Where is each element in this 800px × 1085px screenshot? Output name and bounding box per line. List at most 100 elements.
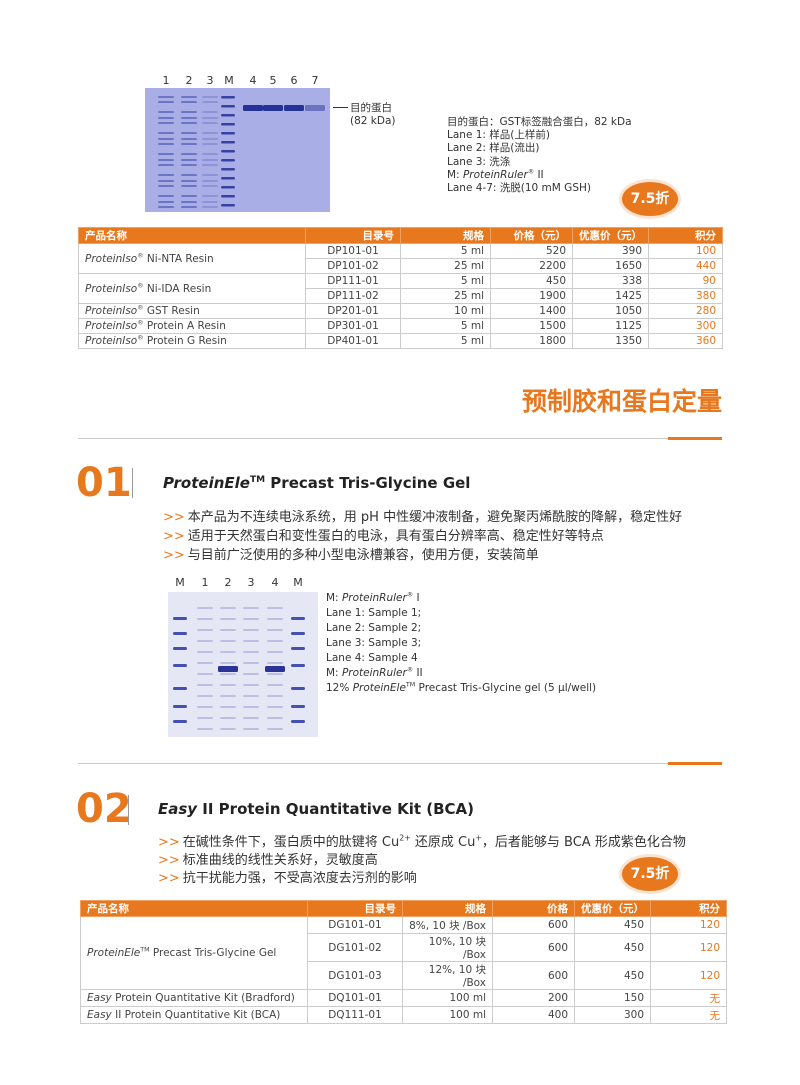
table-cell: 360 xyxy=(648,333,723,349)
gel-band xyxy=(181,122,197,124)
text-segment: Ni-IDA Resin xyxy=(143,282,212,295)
product-number: 01 xyxy=(76,460,132,506)
gel-band xyxy=(181,159,197,161)
gel-band xyxy=(158,174,174,176)
text-segment: Protein A Resin xyxy=(143,320,226,332)
gel-band xyxy=(158,132,174,134)
table-cell: DP101-02 xyxy=(305,258,401,274)
table-cell: DG101-02 xyxy=(307,933,403,962)
text-segment: Easy xyxy=(87,1009,112,1021)
gel-band xyxy=(202,180,218,182)
discount-badge: 7.5折 xyxy=(622,182,678,216)
text-segment: Protein Quantitative Kit (Bradford) xyxy=(111,992,295,1004)
gel-band xyxy=(267,629,283,631)
table-row: ProteinIso® Ni-IDA Resin DP111-01 5 ml 450 3… xyxy=(78,273,723,304)
text-segment: 还原成 Cu xyxy=(410,835,476,850)
table-cell: 100 xyxy=(648,243,723,259)
lane-label: 3 xyxy=(206,74,214,87)
gel-band xyxy=(291,647,305,650)
gel-band xyxy=(181,174,197,176)
header-cell: 产品名称 xyxy=(80,900,308,917)
table-cell: 1650 xyxy=(572,258,649,274)
table-cell: DP111-01 xyxy=(305,273,401,289)
text-segment: Lane 2: 样品(流出) xyxy=(447,142,540,155)
text-segment: Lane 3: 洗涤 xyxy=(447,155,511,168)
table-row: DG101-02 10%, 10 块 /Box 600 450 120 xyxy=(81,933,727,962)
gel-band xyxy=(181,96,197,98)
product-name: ProteinIso® Ni-NTA Resin xyxy=(78,243,306,274)
table-cell: 25 ml xyxy=(400,258,491,274)
gel-band xyxy=(202,164,218,166)
gel-band xyxy=(221,159,235,162)
gel-band xyxy=(221,195,235,198)
gel-notes: M: ProteinRuler® I Lane 1: Sample 1; Lane … xyxy=(326,591,596,696)
note-line: 12% ProteinEleTM Precast Tris-Glycine ge… xyxy=(326,681,596,696)
table-cell: 120 xyxy=(650,961,727,990)
feature: >> 与目前广泛使用的多种小型电泳槽兼容，使用方便，安装简单 xyxy=(163,544,539,563)
table-cell: 520 xyxy=(490,243,573,259)
lane-label: M xyxy=(224,74,234,87)
gel-band xyxy=(158,153,174,155)
text-segment: TM xyxy=(140,946,150,954)
gel-band xyxy=(158,138,174,140)
text-segment: ProteinIso xyxy=(85,305,138,317)
table-row: DP101-02 25 ml 2200 1650 440 xyxy=(79,258,723,274)
table-cell: 10%, 10 块 /Box xyxy=(402,933,493,962)
gel-band xyxy=(197,706,213,708)
gel-band xyxy=(181,111,197,113)
header-row: 产品名称 目录号 规格 价格（元） 优惠价（元） 积分 xyxy=(78,227,723,244)
gel-band xyxy=(218,666,238,672)
text-segment: Precast Tris-Glycine Gel xyxy=(265,474,471,492)
table-cell: 450 xyxy=(574,961,651,990)
gel-band xyxy=(202,138,218,140)
table-row: ProteinIso® Protein G Resin DP401-01 5 ml 1… xyxy=(78,333,723,349)
text-segment: GST Resin xyxy=(143,305,200,317)
table-cell: 1050 xyxy=(572,303,649,319)
bullet: >> xyxy=(158,835,180,850)
lane-label: 2 xyxy=(185,74,193,87)
band-size: (82 kDa) xyxy=(350,115,396,127)
table-cell: 600 xyxy=(492,933,575,962)
section-title: 预制胶和蛋白定量 xyxy=(521,387,722,416)
gel-band xyxy=(267,607,283,609)
text-segment: ® xyxy=(137,252,144,259)
gel-image xyxy=(168,592,318,737)
product-name: Easy II Protein Quantitative Kit (BCA) xyxy=(80,1006,308,1024)
note-line: 目的蛋白：GST标签融合蛋白，82 kDa xyxy=(447,116,632,129)
gel-band xyxy=(181,101,197,103)
text-segment: 目的蛋白：GST标签融合蛋白，82 kDa xyxy=(447,116,632,128)
gel-band xyxy=(197,629,213,631)
gel-band xyxy=(181,206,197,208)
gel-band xyxy=(173,617,187,620)
lane-label: 3 xyxy=(247,576,255,589)
table-cell: 1900 xyxy=(490,288,573,304)
text-segment: 在碱性条件下，蛋白质中的肽键将 Cu xyxy=(182,835,400,850)
table-cell: 300 xyxy=(648,318,723,334)
gel-band xyxy=(202,122,218,124)
table-cell: 200 xyxy=(492,989,575,1007)
gel-band xyxy=(243,105,263,111)
gel-band xyxy=(267,695,283,697)
gel-band xyxy=(202,153,218,155)
gel-band xyxy=(158,201,174,203)
table-cell: 280 xyxy=(648,303,723,319)
gel-band xyxy=(181,164,197,166)
gel-band xyxy=(221,141,235,144)
gel-band xyxy=(202,174,218,176)
gel-band xyxy=(197,640,213,642)
gel-band xyxy=(202,159,218,161)
note-line: Lane 1: 样品(上样前) xyxy=(447,129,632,142)
text-segment: TM xyxy=(405,681,416,689)
gel-band xyxy=(158,164,174,166)
table-cell: 1400 xyxy=(490,303,573,319)
bullet: >> xyxy=(158,853,180,868)
text-segment: I xyxy=(413,592,420,604)
gel-band xyxy=(221,204,235,207)
gel-band xyxy=(158,185,174,187)
lane-label: 6 xyxy=(290,74,298,87)
gel-band xyxy=(243,651,259,653)
gel-band xyxy=(267,662,283,664)
text-segment: + xyxy=(475,833,482,843)
header-cell: 目录号 xyxy=(307,900,403,917)
